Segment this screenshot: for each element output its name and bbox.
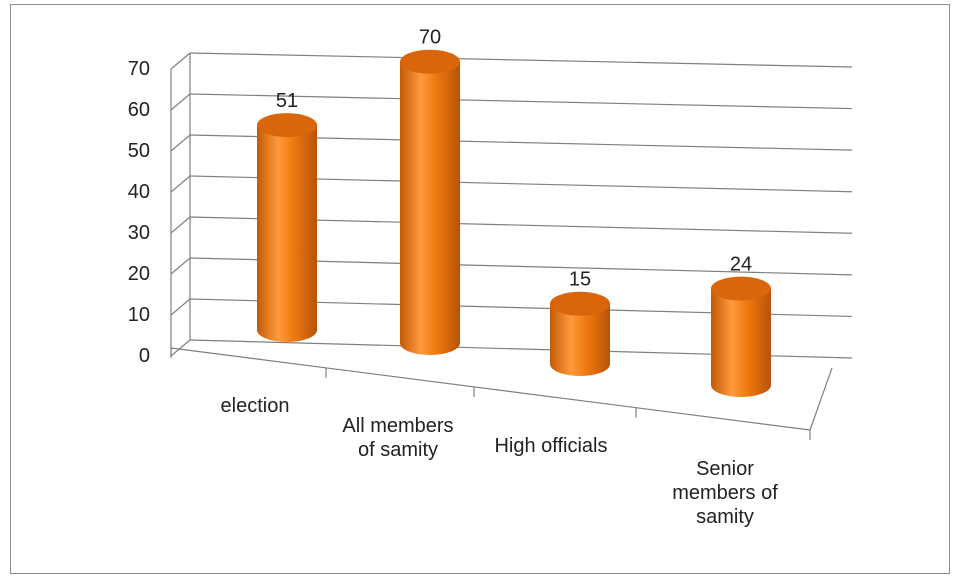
category-label-line: election: [221, 395, 290, 417]
cylinder-body: [257, 125, 317, 342]
category-label: All members of samity: [342, 415, 453, 461]
category-label-line: of samity: [358, 439, 438, 461]
cylinder-top: [400, 49, 460, 74]
side-wall-line: [170, 134, 191, 152]
y-tick-label: 50: [128, 140, 150, 162]
category-label: Senior members of samity: [672, 458, 778, 528]
y-tick-label: 0: [139, 345, 150, 367]
cylinder-bar: [550, 291, 610, 376]
category-label-line: members of: [672, 482, 778, 504]
cylinder-bar: [257, 113, 317, 342]
side-wall-line: [170, 175, 191, 193]
cylinder-top: [711, 276, 771, 301]
cylinder-bar: [400, 49, 460, 356]
cylinder-bar: [711, 276, 771, 397]
category-label-line: samity: [696, 506, 754, 528]
side-wall-line: [170, 52, 191, 70]
cylinder-body: [400, 61, 460, 356]
side-wall-line: [170, 298, 191, 316]
side-wall-line: [170, 339, 191, 357]
gridline: [189, 93, 853, 110]
y-tick-label: 60: [128, 99, 150, 121]
bars: [257, 49, 771, 397]
data-label: 24: [730, 254, 752, 276]
y-tick-label: 20: [128, 263, 150, 285]
category-label-line: Senior: [696, 458, 754, 480]
y-tick-label: 70: [128, 58, 150, 80]
y-tick-label: 30: [128, 222, 150, 244]
axes: [170, 53, 833, 440]
category-label: High officials: [494, 435, 607, 457]
side-wall-line: [170, 257, 191, 275]
cylinder-body: [550, 303, 610, 376]
y-tick-label: 10: [128, 304, 150, 326]
cylinder-top: [550, 291, 610, 316]
category-label-line: All members: [342, 415, 453, 437]
y-tick-label: 40: [128, 181, 150, 203]
floor-front-edge: [170, 347, 811, 431]
category-label-line: High officials: [494, 435, 607, 457]
cylinder-body: [711, 288, 771, 397]
data-label: 70: [419, 27, 441, 49]
category-label: election: [221, 395, 290, 417]
side-wall-line: [170, 216, 191, 234]
cylinder-top: [257, 113, 317, 138]
labels: 0 10 20 30 40 50 60 70 51 70 15 24 election All membe…: [128, 27, 778, 528]
side-wall-line: [170, 93, 191, 111]
chart-frame: [10, 4, 950, 574]
data-label: 15: [569, 269, 591, 291]
gridline: [189, 52, 853, 68]
floor-right-edge: [809, 367, 833, 431]
data-label: 51: [276, 90, 298, 112]
